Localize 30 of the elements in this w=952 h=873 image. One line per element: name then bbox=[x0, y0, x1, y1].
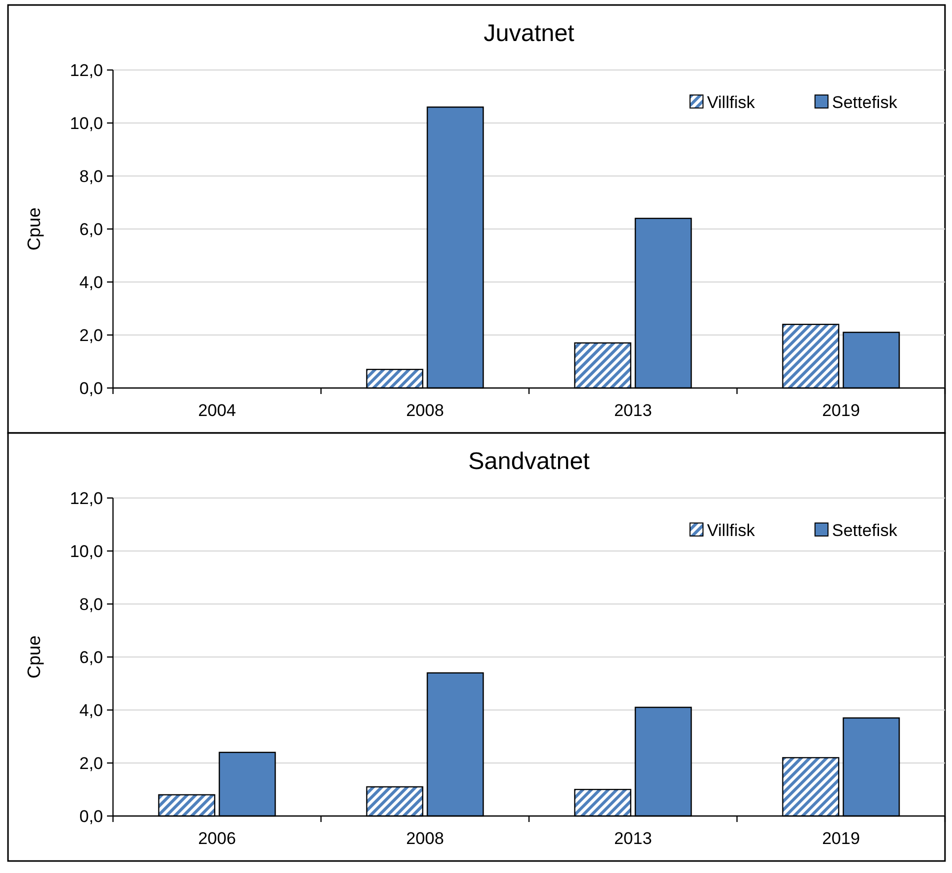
y-tick-label: 6,0 bbox=[79, 220, 103, 239]
legend-label: Settefisk bbox=[832, 92, 898, 112]
x-tick-label: 2006 bbox=[198, 829, 236, 848]
y-tick-label: 8,0 bbox=[79, 594, 103, 614]
y-axis-title: Cpue bbox=[24, 635, 44, 679]
chart-title: Sandvatnet bbox=[468, 448, 590, 475]
y-axis-title: Cpue bbox=[24, 207, 44, 251]
legend-label: Villfisk bbox=[707, 520, 756, 540]
x-tick-label: 2008 bbox=[406, 829, 444, 848]
x-tick-label: 2013 bbox=[614, 829, 652, 848]
legend-label: Villfisk bbox=[707, 92, 756, 112]
y-tick-label: 12,0 bbox=[70, 60, 103, 80]
y-tick-label: 2,0 bbox=[79, 754, 103, 773]
x-tick-label: 2013 bbox=[614, 401, 652, 420]
x-tick-label: 2019 bbox=[822, 829, 860, 848]
x-tick-label: 2019 bbox=[822, 401, 860, 420]
y-tick-label: 10,0 bbox=[70, 114, 103, 133]
y-tick-label: 2,0 bbox=[79, 326, 103, 345]
y-tick-label: 0,0 bbox=[79, 806, 103, 826]
legend-label: Settefisk bbox=[832, 520, 898, 540]
y-tick-label: 4,0 bbox=[79, 272, 103, 292]
x-tick-label: 2008 bbox=[406, 401, 444, 420]
y-tick-label: 8,0 bbox=[79, 166, 103, 186]
y-tick-label: 0,0 bbox=[79, 378, 103, 398]
chart-title: Juvatnet bbox=[484, 20, 575, 47]
y-tick-label: 10,0 bbox=[70, 542, 103, 561]
y-tick-label: 6,0 bbox=[79, 648, 103, 667]
x-tick-label: 2004 bbox=[198, 401, 236, 420]
y-tick-label: 4,0 bbox=[79, 700, 103, 720]
y-tick-label: 12,0 bbox=[70, 488, 103, 508]
